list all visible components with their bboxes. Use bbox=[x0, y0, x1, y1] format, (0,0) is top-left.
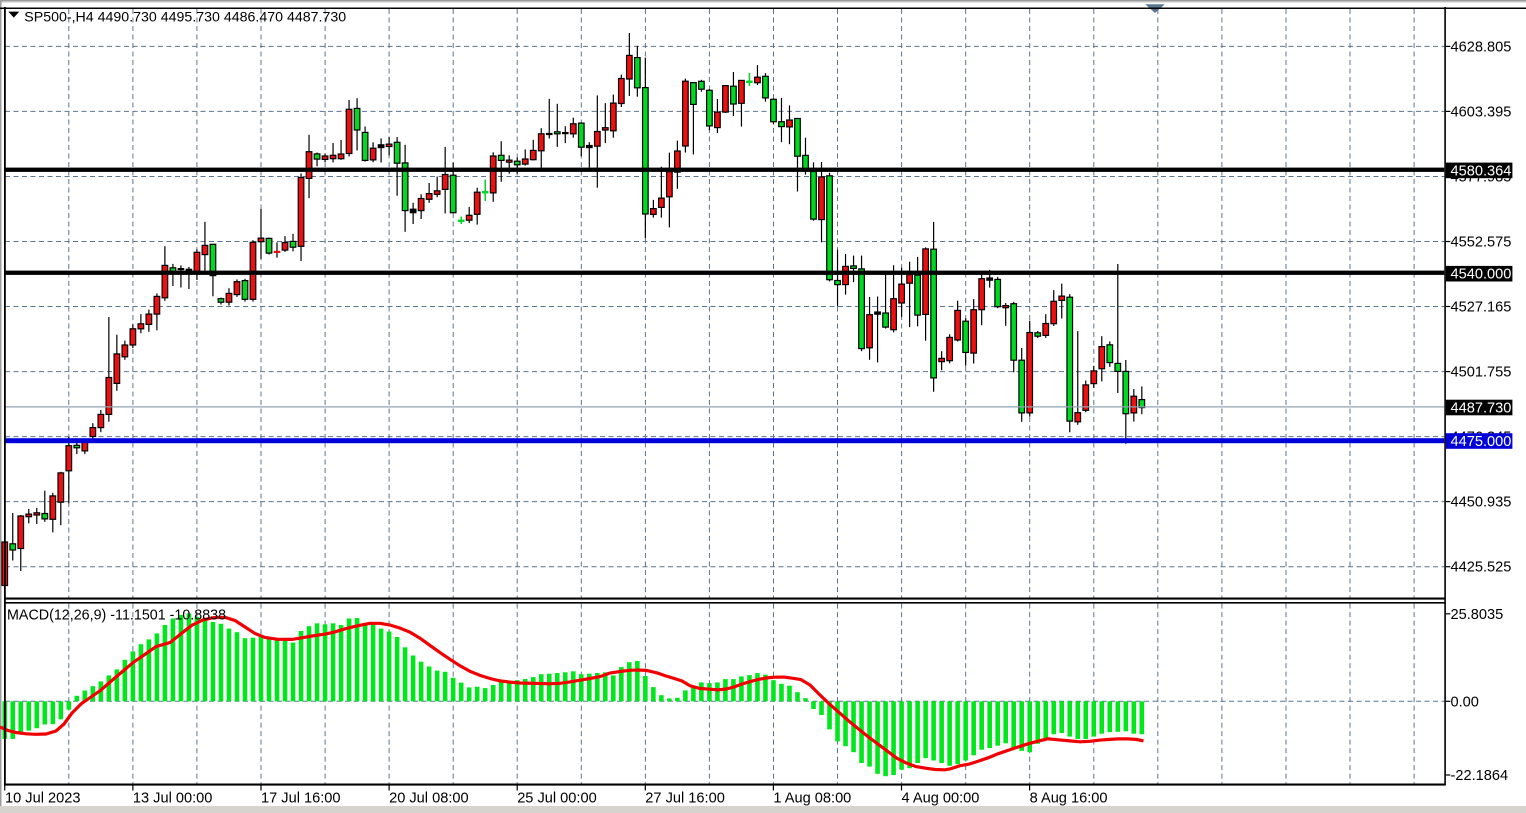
svg-text:27 Jul 16:00: 27 Jul 16:00 bbox=[645, 791, 725, 807]
svg-text:1 Aug 08:00: 1 Aug 08:00 bbox=[773, 791, 851, 807]
svg-text:4527.165: 4527.165 bbox=[1451, 300, 1512, 316]
svg-text:17 Jul 16:00: 17 Jul 16:00 bbox=[261, 791, 341, 807]
svg-text:4580.364: 4580.364 bbox=[1451, 163, 1512, 179]
svg-text:4552.575: 4552.575 bbox=[1451, 235, 1512, 251]
svg-text:13 Jul 00:00: 13 Jul 00:00 bbox=[133, 791, 213, 807]
svg-text:MACD(12,26,9) -11.1501 -10.883: MACD(12,26,9) -11.1501 -10.8838 bbox=[7, 608, 226, 624]
svg-text:SP500-,H4 4490.730 4495.730 4: SP500-,H4 4490.730 4495.730 4486.470 448… bbox=[24, 10, 346, 26]
svg-text:10 Jul 2023: 10 Jul 2023 bbox=[5, 791, 80, 807]
svg-text:4540.000: 4540.000 bbox=[1451, 267, 1512, 283]
svg-text:0.00: 0.00 bbox=[1451, 694, 1479, 710]
svg-text:-22.1864: -22.1864 bbox=[1451, 768, 1509, 784]
svg-text:8 Aug 16:00: 8 Aug 16:00 bbox=[1030, 791, 1108, 807]
svg-text:4450.935: 4450.935 bbox=[1451, 495, 1512, 511]
svg-text:4487.730: 4487.730 bbox=[1451, 401, 1512, 417]
svg-text:25.8035: 25.8035 bbox=[1451, 607, 1504, 623]
svg-text:4425.525: 4425.525 bbox=[1451, 560, 1512, 576]
svg-text:20 Jul 08:00: 20 Jul 08:00 bbox=[389, 791, 469, 807]
svg-text:4603.395: 4603.395 bbox=[1451, 104, 1512, 120]
svg-text:25 Jul 00:00: 25 Jul 00:00 bbox=[517, 791, 597, 807]
svg-text:4501.755: 4501.755 bbox=[1451, 365, 1512, 381]
svg-text:4475.000: 4475.000 bbox=[1451, 434, 1512, 450]
svg-text:4628.805: 4628.805 bbox=[1451, 39, 1512, 55]
svg-text:4 Aug 00:00: 4 Aug 00:00 bbox=[902, 791, 980, 807]
